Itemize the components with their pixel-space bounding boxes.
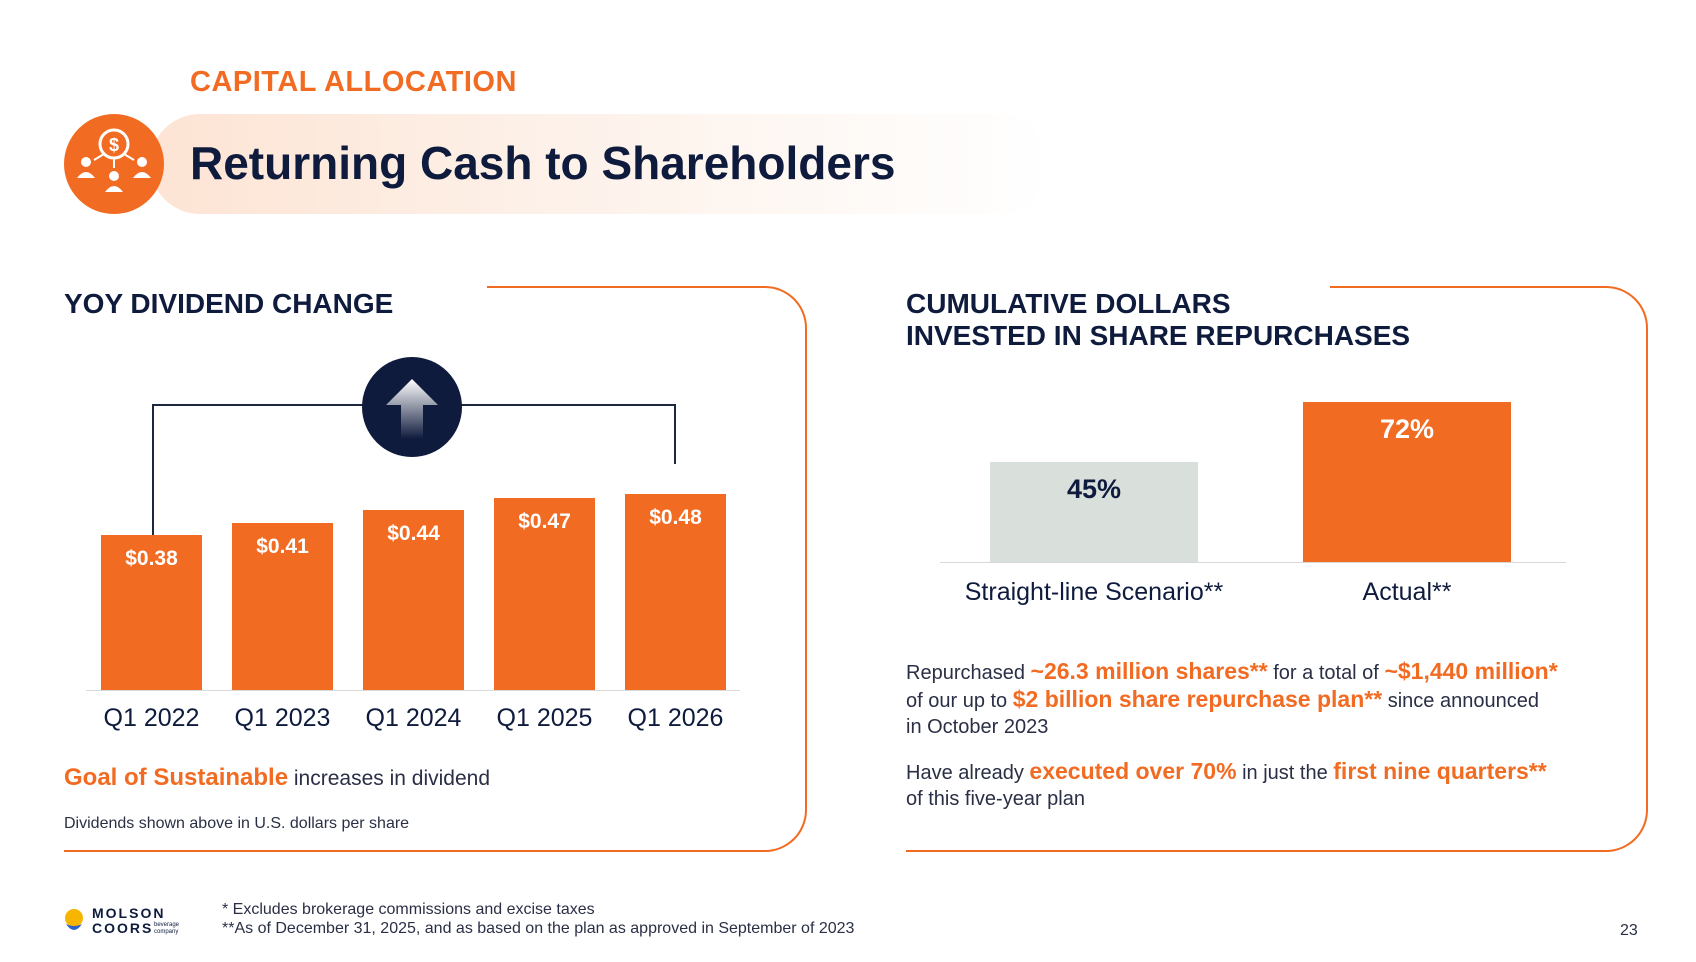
rep1-total: ~$1,440 million*: [1384, 658, 1558, 684]
rep1-a: Repurchased: [906, 662, 1025, 684]
brand-small1: beverage: [154, 922, 180, 928]
dividend-axis-label: Q1 2025: [496, 704, 593, 732]
section-kicker: CAPITAL ALLOCATION: [190, 66, 517, 98]
logo-mark-icon: [65, 909, 83, 930]
dividend-bar: [494, 498, 595, 690]
cash-to-people-icon: $: [64, 114, 164, 214]
repurchase-section-title: CUMULATIVE DOLLARS INVESTED IN SHARE REP…: [906, 288, 1410, 352]
repurchase-panel-frame: [1330, 286, 1648, 852]
dividend-bar-value-label: $0.48: [649, 506, 702, 529]
bracket-right-leg: [674, 404, 676, 464]
rep1-plan: $2 billion share repurchase plan**: [1012, 686, 1383, 712]
page-number: 23: [1620, 922, 1638, 939]
repurchase-bar-value-label: 45%: [1066, 474, 1122, 504]
dividend-bar: [232, 523, 333, 690]
rep2-e: of this five-year plan: [906, 788, 1085, 810]
dividend-bar-value-label: $0.41: [256, 535, 309, 558]
repurchase-bar: [1303, 402, 1511, 562]
dividend-goal-text: Goal of Sustainable increases in dividen…: [64, 764, 490, 792]
bracket-left-leg: [152, 404, 154, 560]
brand-line2: COORS: [92, 920, 154, 936]
repurchase-title-line1: CUMULATIVE DOLLARS: [906, 288, 1231, 319]
dividend-bar: [363, 510, 464, 690]
footnote-2: **As of December 31, 2025, and as based …: [222, 920, 855, 937]
rep2-quarters: first nine quarters**: [1333, 758, 1547, 784]
rep1-g: since announced: [1387, 690, 1539, 712]
molson-coors-logo: MOLSON COORS beverage company: [64, 906, 184, 936]
page-title: Returning Cash to Shareholders: [190, 137, 896, 189]
repurchase-panel-bottom-line: [906, 850, 1346, 852]
dividend-note: Dividends shown above in U.S. dollars pe…: [64, 815, 410, 832]
rep2-a: Have already: [906, 762, 1024, 784]
dividend-bar-value-label: $0.38: [125, 547, 178, 570]
brand-line1: MOLSON: [92, 905, 166, 921]
rep1-c: for a total of: [1273, 662, 1379, 684]
brand-small2: company: [154, 929, 179, 935]
dividend-bar-value-label: $0.44: [387, 522, 440, 545]
repurchase-axis-label: Actual**: [1362, 578, 1452, 606]
repurchase-axis-label: Straight-line Scenario**: [964, 578, 1224, 606]
dividend-goal-rest: increases in dividend: [293, 767, 491, 790]
dividend-panel-frame: [487, 286, 807, 852]
repurchase-title-line2: INVESTED IN SHARE REPURCHASES: [906, 320, 1411, 351]
dividend-axis-label: Q1 2023: [234, 704, 331, 732]
repurchase-bar: [990, 462, 1198, 562]
dividend-axis-label: Q1 2024: [365, 704, 462, 732]
rep1-shares: ~26.3 million shares**: [1030, 658, 1268, 684]
dividend-axis-label: Q1 2026: [627, 704, 724, 732]
dividend-axis-label: Q1 2022: [103, 704, 200, 732]
dividend-panel-bottom-line: [64, 850, 504, 852]
up-arrow-icon: [362, 357, 462, 457]
repurchase-chart-baseline: [940, 562, 1566, 563]
dividend-bar: [625, 494, 726, 690]
repurchase-text-1: Repurchased ~26.3 million shares** for a…: [906, 658, 1626, 740]
dividend-chart-baseline: [86, 690, 740, 691]
svg-text:$: $: [109, 135, 119, 155]
dividend-goal-highlight: Goal of Sustainable: [64, 764, 289, 791]
dividend-section-title: YOY DIVIDEND CHANGE: [64, 288, 394, 319]
rep2-executed: executed over 70%: [1029, 758, 1237, 784]
repurchase-bar-value-label: 72%: [1379, 414, 1435, 444]
rep2-c: in just the: [1242, 762, 1328, 784]
dividend-bar: [101, 535, 202, 690]
dividend-bar-value-label: $0.47: [518, 510, 571, 533]
footnote-1: * Excludes brokerage commissions and exc…: [222, 901, 595, 918]
title-band: [150, 114, 1050, 214]
footnotes: * Excludes brokerage commissions and exc…: [222, 900, 854, 938]
rep1-h: in October 2023: [906, 716, 1049, 738]
repurchase-text-2: Have already executed over 70% in just t…: [906, 758, 1626, 812]
rep1-e: of our up to: [906, 690, 1008, 712]
